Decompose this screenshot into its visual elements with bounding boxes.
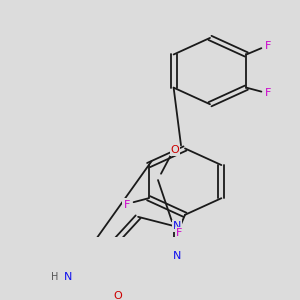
Text: F: F <box>176 228 182 238</box>
Text: F: F <box>265 88 272 98</box>
Text: N: N <box>173 221 181 231</box>
Text: N: N <box>64 272 72 282</box>
Text: O: O <box>171 145 179 155</box>
Text: O: O <box>114 292 122 300</box>
Text: H: H <box>51 272 59 282</box>
Text: N: N <box>173 251 181 261</box>
Text: F: F <box>265 41 272 51</box>
Text: F: F <box>123 200 130 209</box>
